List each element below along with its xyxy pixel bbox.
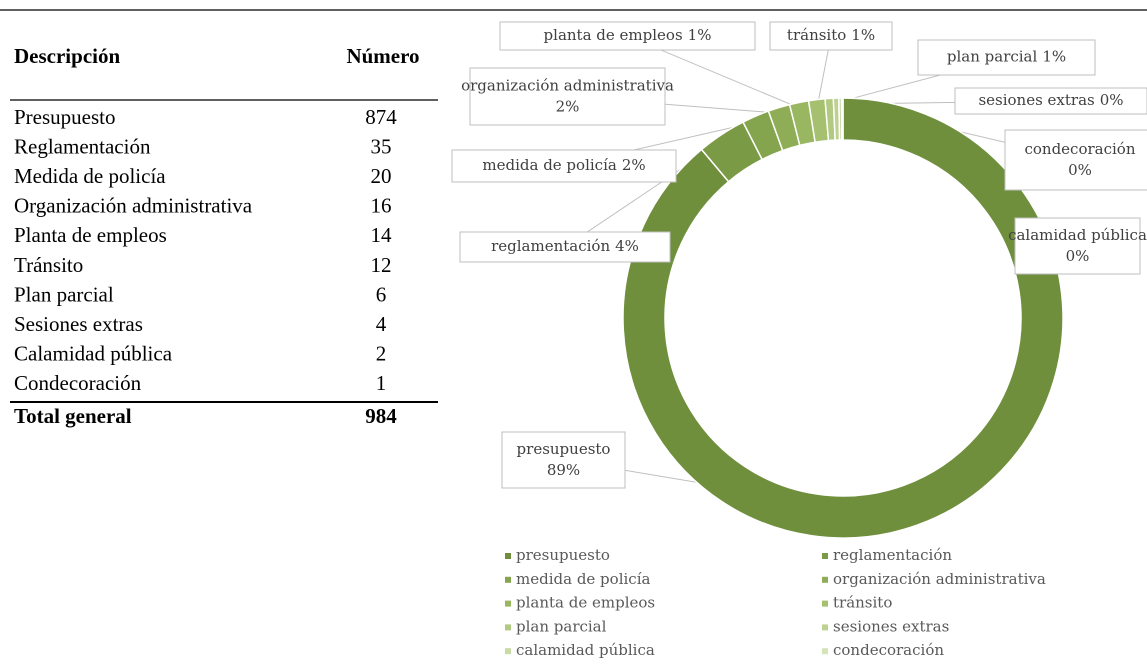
label-value: 0%: [1068, 161, 1092, 179]
row-number: 2: [376, 342, 387, 366]
data-label: plan parcial 1%: [947, 48, 1066, 66]
donut-slice: [622, 97, 1064, 539]
label-category: organización administrativa: [461, 77, 674, 95]
legend-swatch: [505, 553, 511, 559]
row-label: Calamidad pública: [14, 342, 173, 366]
legend-swatch: [822, 648, 828, 655]
row-number: 14: [371, 223, 393, 247]
row-number: 874: [365, 105, 397, 129]
label-box: [954, 87, 1147, 115]
label-category: presupuesto: [517, 440, 611, 458]
legend-label: condecoración: [833, 641, 944, 659]
row-label: Presupuesto: [14, 105, 116, 129]
legend-label: reglamentación: [833, 546, 952, 564]
total-cell: Total general: [14, 404, 132, 428]
legend-label: sesiones extras: [833, 617, 949, 635]
label-category: plan parcial: [947, 48, 1038, 66]
row-number: 1: [376, 371, 387, 395]
row-number: 35: [371, 134, 392, 158]
row-number: 16: [371, 194, 392, 218]
label-category: condecoración: [1024, 140, 1135, 158]
legend-swatch: [505, 648, 511, 655]
legend-label: plan parcial: [516, 617, 607, 635]
label-box: [1014, 217, 1141, 275]
header-cell: Número: [346, 44, 419, 68]
table: Descripción Número Total general 984 Pre…: [0, 9, 1147, 428]
data-label: presupuesto 89%: [517, 440, 611, 479]
legend-swatch: [822, 553, 828, 559]
legend-label: medida de policía: [516, 570, 650, 588]
label-value: 0%: [1100, 91, 1124, 109]
data-label: organización administrativa 2%: [461, 77, 674, 116]
legend-label: planta de empleos: [516, 594, 655, 612]
label-category: calamidad pública: [1008, 226, 1147, 244]
data-label: planta de empleos 1%: [544, 26, 712, 44]
legend-swatch: [505, 576, 511, 583]
label-box: [469, 67, 666, 126]
row-number: 6: [376, 282, 387, 306]
label-category: sesiones extras: [978, 91, 1094, 109]
row-label: Sesiones extras: [14, 312, 143, 336]
legend-swatch: [505, 600, 511, 607]
row-label: Condecoración: [14, 371, 142, 395]
label-value: 4%: [615, 237, 639, 255]
row-label: Organización administrativa: [14, 194, 253, 218]
label-value: 1%: [851, 26, 875, 44]
label-category: tránsito: [787, 26, 846, 44]
row-label: Medida de policía: [14, 164, 166, 188]
donut-chart: presupuesto 89% reglamentación 4% medida de …: [451, 21, 1147, 659]
row-label: Reglamentación: [14, 134, 151, 158]
data-label: medida de policía 2%: [482, 156, 645, 174]
label-category: planta de empleos: [544, 26, 683, 44]
label-box: [769, 21, 893, 51]
row-label: Planta de empleos: [14, 223, 167, 247]
row-label: Tránsito: [14, 253, 83, 277]
data-label: calamidad pública 0%: [1008, 226, 1147, 265]
legend-swatch: [505, 624, 511, 631]
donut-slice: [840, 97, 844, 141]
row-number: 12: [371, 253, 392, 277]
label-category: medida de policía: [482, 156, 616, 174]
data-label: tránsito 1%: [787, 26, 875, 44]
label-box: [917, 39, 1096, 76]
label-value: 89%: [547, 461, 580, 479]
legend-label: presupuesto: [516, 546, 610, 564]
label-category: reglamentación: [491, 237, 610, 255]
data-label: sesiones extras 0%: [978, 91, 1123, 109]
legend-label: calamidad pública: [516, 641, 655, 659]
row-number: 20: [371, 164, 392, 188]
label-value: 2%: [556, 98, 580, 116]
label-value: 0%: [1066, 247, 1090, 265]
legend-label: tránsito: [833, 594, 892, 612]
label-box: [451, 149, 677, 183]
label-box: [501, 431, 626, 489]
header-cell: Descripción: [14, 44, 120, 68]
label-box: [459, 231, 671, 263]
row-label: Plan parcial: [14, 282, 114, 306]
label-value: 1%: [1042, 48, 1066, 66]
row-number: 4: [376, 312, 387, 336]
label-value: 1%: [688, 26, 712, 44]
legend-label: organización administrativa: [833, 570, 1046, 588]
legend-swatch: [822, 600, 828, 607]
label-box: [499, 21, 756, 51]
total-cell: 984: [365, 404, 397, 428]
data-label: reglamentación 4%: [491, 237, 639, 255]
label-box: [1004, 129, 1147, 191]
data-label: condecoración 0%: [1024, 140, 1135, 179]
label-value: 2%: [622, 156, 646, 174]
legend-swatch: [822, 624, 828, 631]
legend-swatch: [822, 576, 828, 583]
